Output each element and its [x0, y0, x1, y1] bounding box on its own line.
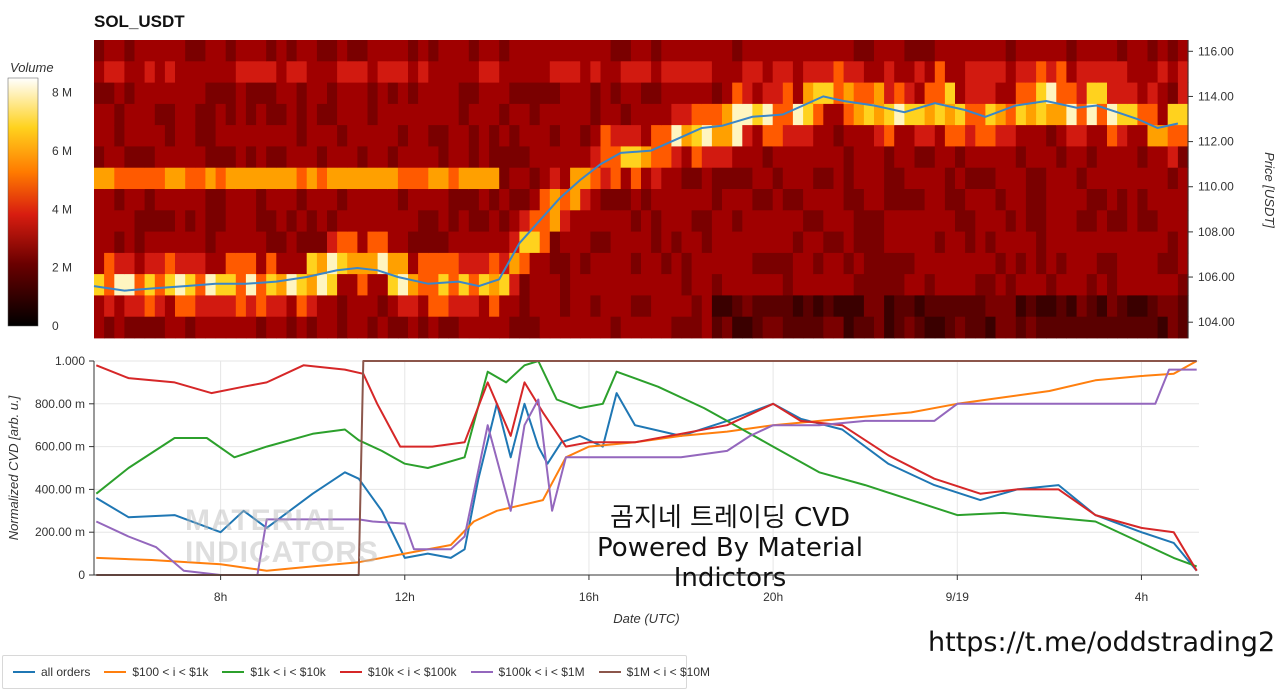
time-tick-label: 4h: [1135, 590, 1148, 604]
cvd-axis-label: Normalized CVD [arb. u.]: [6, 395, 21, 540]
legend-swatch: [222, 671, 245, 673]
price-tick-label: 116.00: [1198, 44, 1234, 58]
legend-swatch: [104, 671, 127, 673]
legend-item[interactable]: $1k < i < $10k: [222, 665, 326, 679]
legend-label: $100 < i < $1k: [132, 665, 209, 679]
legend-label: $1k < i < $10k: [250, 665, 326, 679]
colorbar-label: Volume: [10, 60, 54, 75]
cvd-tick-label: 200.00 m: [35, 525, 85, 539]
series-line--1k-i-10k: [95, 360, 1198, 568]
colorbar-gradient: [7, 77, 39, 327]
legend-label: $100k < i < $1M: [498, 665, 585, 679]
price-tick-label: 106.00: [1198, 270, 1235, 284]
volume-colorbar: Volume 0 2 M 4 M 6 M 8 M: [7, 60, 72, 333]
cvd-tick-label: 0: [78, 568, 85, 582]
price-axis: 104.00 106.00 108.00 110.00 112.00 114.00 116.…: [1187, 40, 1277, 338]
time-tick-label: 9/19: [946, 590, 970, 604]
cvd-axes: 0 200.00 m 400.00 m 600.00 m 800.00 m 1.000 8h…: [6, 354, 1199, 626]
series-line--100k-i-1m: [95, 368, 1197, 576]
legend-label: $10k < i < $100k: [367, 665, 457, 679]
watermark-line1: MATERIAL: [185, 504, 346, 537]
legend-swatch: [470, 671, 493, 673]
heatmap-panel[interactable]: 104.00 106.00 108.00 110.00 112.00 114.00 116.…: [0, 0, 1280, 350]
series-line-all-orders: [95, 392, 1198, 572]
legend-swatch: [339, 671, 362, 673]
time-tick-label: 8h: [214, 590, 227, 604]
series-line--10k-i-100k: [95, 364, 1198, 572]
legend-label: all orders: [41, 665, 91, 679]
telegram-link[interactable]: https://t.me/oddstrading2: [928, 627, 1276, 658]
cvd-tick-label: 600.00 m: [35, 440, 85, 454]
time-tick-label: 16h: [579, 590, 599, 604]
cvd-tick-label: 400.00 m: [35, 482, 85, 496]
watermark-line2: INDICATORS: [185, 536, 379, 569]
colorbar-tick-label: 6 M: [52, 144, 72, 158]
overlay-line1: 곰지네 트레이딩 CVD: [610, 503, 850, 533]
x-axis-label: Date (UTC): [613, 611, 679, 626]
time-tick-label: 12h: [395, 590, 415, 604]
legend-item[interactable]: $100 < i < $1k: [104, 665, 208, 679]
legend-item[interactable]: $1M < i < $10M: [598, 665, 710, 679]
legend: all orders $100 < i < $1k $1k < i < $10k $1…: [2, 655, 710, 689]
price-tick-label: 112.00: [1198, 135, 1234, 149]
legend-item[interactable]: $10k < i < $100k: [339, 665, 457, 679]
legend-item[interactable]: $100k < i < $1M: [470, 665, 585, 679]
cvd-lines: [95, 360, 1198, 576]
price-tick-label: 114.00: [1198, 89, 1234, 103]
price-line: [93, 95, 1179, 292]
legend-item[interactable]: all orders: [13, 665, 90, 679]
time-tick-label: 20h: [763, 590, 783, 604]
overlay-caption: 곰지네 트레이딩 CVD Powered By Material Indicto…: [540, 503, 920, 593]
price-tick-label: 110.00: [1198, 180, 1234, 194]
cvd-panel[interactable]: 0 200.00 m 400.00 m 600.00 m 800.00 m 1.000 8h…: [0, 0, 1280, 640]
legend-label: $1M < i < $10M: [626, 665, 710, 679]
watermark-logo: MATERIAL INDICATORS: [185, 505, 379, 569]
colorbar-tick-label: 0: [52, 319, 59, 333]
colorbar-tick-label: 8 M: [52, 86, 72, 100]
overlay-line2: Powered By Material Indictors: [597, 533, 863, 593]
price-axis-label: Price [USDT]: [1262, 152, 1277, 228]
heatmap-cells: [94, 40, 1189, 339]
price-tick-label: 108.00: [1198, 225, 1235, 239]
legend-swatch: [598, 671, 621, 673]
price-tick-label: 104.00: [1198, 315, 1235, 329]
cvd-tick-label: 800.00 m: [35, 397, 85, 411]
colorbar-tick-label: 4 M: [52, 202, 72, 216]
price-series-line: [93, 95, 1179, 292]
legend-swatch: [13, 671, 35, 673]
cvd-tick-label: 1.000: [55, 354, 85, 368]
colorbar-tick-label: 2 M: [52, 261, 72, 275]
chart-title: SOL_USDT: [94, 12, 185, 31]
